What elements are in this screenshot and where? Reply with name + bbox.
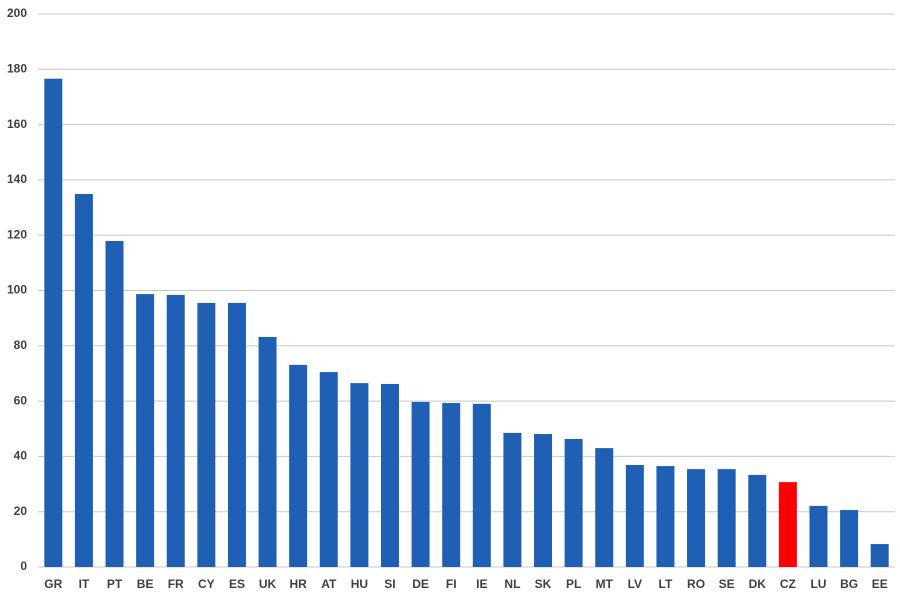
y-tick-label: 120: [7, 227, 27, 241]
x-tick-label: AT: [321, 577, 337, 591]
x-tick-label: SK: [535, 577, 552, 591]
bar: [105, 241, 124, 567]
bar: [472, 403, 491, 567]
x-tick-label: LT: [659, 577, 673, 591]
x-tick-label: HU: [351, 577, 368, 591]
bar: [840, 510, 859, 567]
x-tick-label: LU: [810, 577, 826, 591]
x-tick-label: DK: [749, 577, 767, 591]
y-tick-label: 160: [7, 117, 27, 131]
x-tick-label: PT: [107, 577, 123, 591]
x-tick-label: NL: [504, 577, 520, 591]
x-tick-label: HR: [289, 577, 307, 591]
bar: [289, 364, 308, 567]
y-tick-label: 60: [14, 393, 28, 407]
y-tick-label: 100: [7, 283, 27, 297]
x-tick-label: EE: [872, 577, 888, 591]
bar: [625, 464, 644, 567]
x-tick-label: DE: [412, 577, 429, 591]
x-tick-label: SE: [719, 577, 735, 591]
bar: [350, 383, 369, 567]
bar: [166, 294, 185, 567]
bar: [380, 383, 399, 567]
bar: [534, 434, 553, 567]
y-tick-label: 80: [14, 338, 28, 352]
bar: [595, 448, 614, 567]
bar: [809, 505, 828, 567]
x-tick-label: BG: [840, 577, 858, 591]
x-tick-label: IT: [79, 577, 90, 591]
y-tick-label: 20: [14, 504, 28, 518]
x-tick-label: RO: [687, 577, 705, 591]
bar: [870, 544, 889, 567]
x-tick-label: UK: [259, 577, 277, 591]
y-tick-label: 180: [7, 61, 27, 75]
x-tick-label: BE: [137, 577, 154, 591]
y-tick-label: 200: [7, 6, 27, 20]
y-tick-label: 0: [20, 559, 27, 573]
bar: [656, 466, 675, 567]
bar: [74, 194, 93, 567]
x-tick-label: PL: [566, 577, 581, 591]
bar: [136, 294, 155, 567]
x-tick-label: IE: [476, 577, 487, 591]
bar: [687, 469, 706, 567]
bar: [227, 302, 246, 567]
x-tick-label: FI: [446, 577, 457, 591]
x-tick-label: CZ: [780, 577, 796, 591]
x-tick-label: MT: [596, 577, 614, 591]
bar: [778, 482, 797, 567]
x-tick-label: LV: [628, 577, 642, 591]
bar: [258, 336, 277, 567]
bar: [197, 302, 216, 567]
bar: [442, 403, 461, 567]
bar: [564, 438, 583, 567]
x-tick-label: GR: [44, 577, 62, 591]
bar: [503, 432, 522, 567]
x-tick-label: FR: [168, 577, 184, 591]
x-tick-label: SI: [384, 577, 395, 591]
bar: [748, 474, 767, 567]
y-tick-label: 40: [14, 449, 28, 463]
x-tick-label: ES: [229, 577, 245, 591]
bar: [717, 469, 736, 567]
y-tick-label: 140: [7, 172, 27, 186]
bar: [411, 401, 430, 567]
bar: [44, 78, 63, 568]
x-tick-label: CY: [198, 577, 215, 591]
bar: [319, 372, 338, 567]
